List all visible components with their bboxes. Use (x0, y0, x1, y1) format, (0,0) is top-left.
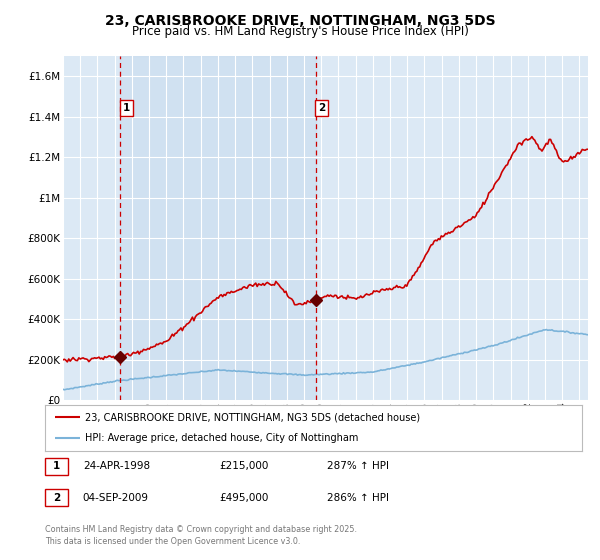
Text: 1: 1 (53, 461, 60, 472)
Text: 2: 2 (318, 102, 325, 113)
Text: 1: 1 (122, 102, 130, 113)
Text: 286% ↑ HPI: 286% ↑ HPI (327, 493, 389, 503)
Text: 23, CARISBROOKE DRIVE, NOTTINGHAM, NG3 5DS (detached house): 23, CARISBROOKE DRIVE, NOTTINGHAM, NG3 5… (85, 412, 421, 422)
Text: 2: 2 (53, 493, 60, 503)
Bar (120, 56, 316, 400)
Text: HPI: Average price, detached house, City of Nottingham: HPI: Average price, detached house, City… (85, 433, 359, 444)
Text: 287% ↑ HPI: 287% ↑ HPI (327, 461, 389, 472)
Text: £215,000: £215,000 (219, 461, 268, 472)
Text: £495,000: £495,000 (219, 493, 268, 503)
Text: Contains HM Land Registry data © Crown copyright and database right 2025.
This d: Contains HM Land Registry data © Crown c… (45, 525, 357, 546)
Text: Price paid vs. HM Land Registry's House Price Index (HPI): Price paid vs. HM Land Registry's House … (131, 25, 469, 38)
Text: 23, CARISBROOKE DRIVE, NOTTINGHAM, NG3 5DS: 23, CARISBROOKE DRIVE, NOTTINGHAM, NG3 5… (104, 14, 496, 28)
Text: 04-SEP-2009: 04-SEP-2009 (83, 493, 149, 503)
Text: 24-APR-1998: 24-APR-1998 (83, 461, 150, 472)
